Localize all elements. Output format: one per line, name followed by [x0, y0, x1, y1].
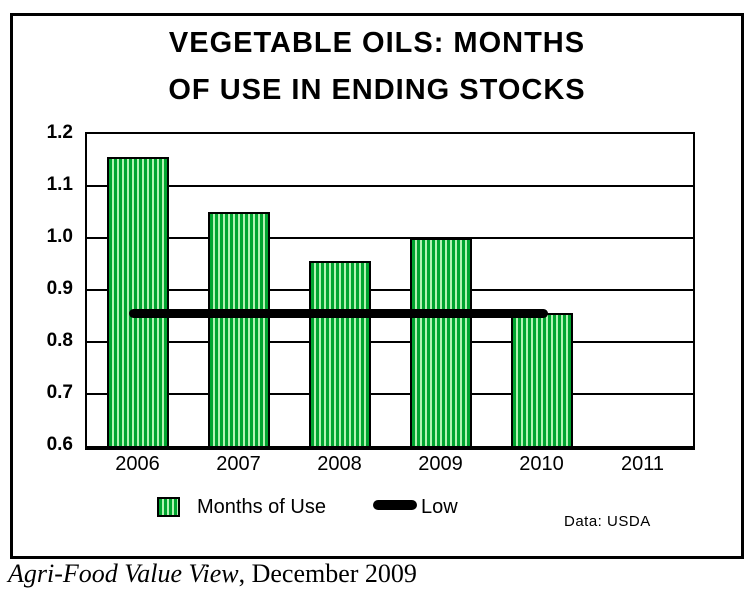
- chart-title-line-1: VEGETABLE OILS: MONTHS: [168, 27, 586, 59]
- x-axis-label-2008: 2008: [317, 453, 362, 475]
- bar-2010: [510, 313, 573, 446]
- y-axis-label-0.8: 0.8: [46, 330, 73, 351]
- y-axis-label-0.7: 0.7: [46, 382, 73, 403]
- caption-date: , December 2009: [238, 559, 417, 588]
- bar-2007: [207, 212, 270, 446]
- gridline-1.1: [87, 185, 693, 187]
- caption: Agri-Food Value View, December 2009: [8, 559, 417, 589]
- x-axis-label-2011: 2011: [620, 453, 664, 475]
- y-axis-label-0.6: 0.6: [46, 434, 73, 455]
- y-axis-label-1.2: 1.2: [46, 122, 73, 143]
- legend-bar-swatch-icon: [157, 497, 180, 517]
- source-note: Data: USDA: [564, 513, 651, 530]
- y-axis-label-0.9: 0.9: [46, 278, 73, 299]
- low-line: [128, 308, 548, 318]
- gridline-0.7: [87, 393, 693, 395]
- plot-inner: [87, 134, 693, 446]
- bar-2008: [308, 261, 371, 446]
- gridline-0.8: [87, 341, 693, 343]
- legend-low-line-icon: [373, 500, 417, 510]
- chart-title: VEGETABLE OILS: MONTHS OF USE IN ENDING …: [13, 20, 741, 114]
- caption-publication: Agri-Food Value View: [8, 559, 239, 588]
- x-axis-label-2010: 2010: [519, 453, 564, 475]
- plot-area: [85, 132, 695, 450]
- gridline-0.9: [87, 289, 693, 291]
- x-axis-label-2009: 2009: [418, 453, 463, 475]
- chart-title-line-2: OF USE IN ENDING STOCKS: [168, 74, 586, 106]
- x-axis-label-2007: 2007: [216, 453, 261, 475]
- y-axis-label-1.0: 1.0: [46, 226, 73, 247]
- x-axis: 2006 2007 2008 2009 2010 2011: [87, 453, 693, 476]
- bar-2009: [409, 238, 472, 446]
- legend-low-label: Low: [421, 496, 458, 518]
- gridline-1.0: [87, 237, 693, 239]
- bar-2006: [106, 157, 169, 446]
- y-axis-label-1.1: 1.1: [46, 174, 73, 195]
- x-axis-label-2006: 2006: [115, 453, 160, 475]
- legend-months-label: Months of Use: [197, 496, 326, 518]
